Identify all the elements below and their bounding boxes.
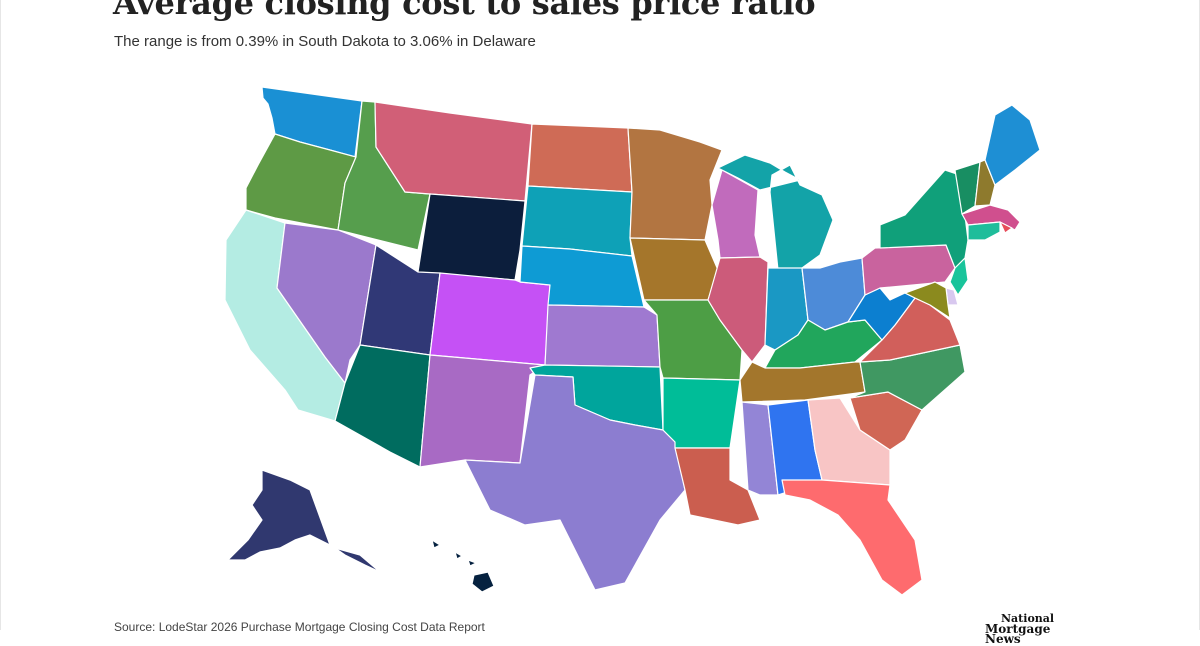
chart-source: Source: LodeStar 2026 Purchase Mortgage … (114, 620, 485, 634)
state-ga (807, 397, 891, 486)
us-state-map (224, 86, 1041, 596)
state-ar (662, 377, 741, 449)
state-la (674, 447, 761, 526)
state-ct (967, 221, 1001, 241)
logo-line-1: National (1001, 612, 1055, 625)
state-nd (527, 123, 633, 193)
state-ak (227, 469, 381, 573)
state-ri (999, 221, 1013, 234)
state-co (429, 272, 551, 366)
state-tn (739, 361, 866, 403)
state-md (904, 281, 951, 319)
logo-line-2: Mortgage News (985, 622, 1051, 646)
state-wy (417, 193, 526, 281)
state-mn (627, 127, 723, 241)
chart-title: Average closing cost to sales price rati… (113, 0, 816, 22)
state-me (984, 104, 1041, 186)
publisher-logo: National Mortgage News (985, 612, 1090, 646)
state-nv (276, 222, 377, 384)
chart-subtitle: The range is from 0.39% in South Dakota … (114, 33, 536, 50)
state-fl (781, 479, 923, 596)
state-ms (741, 401, 779, 496)
state-ks (544, 304, 661, 368)
state-nj (949, 257, 969, 296)
state-hi (431, 539, 495, 593)
state-sd (521, 185, 633, 257)
state-ia (629, 237, 719, 301)
